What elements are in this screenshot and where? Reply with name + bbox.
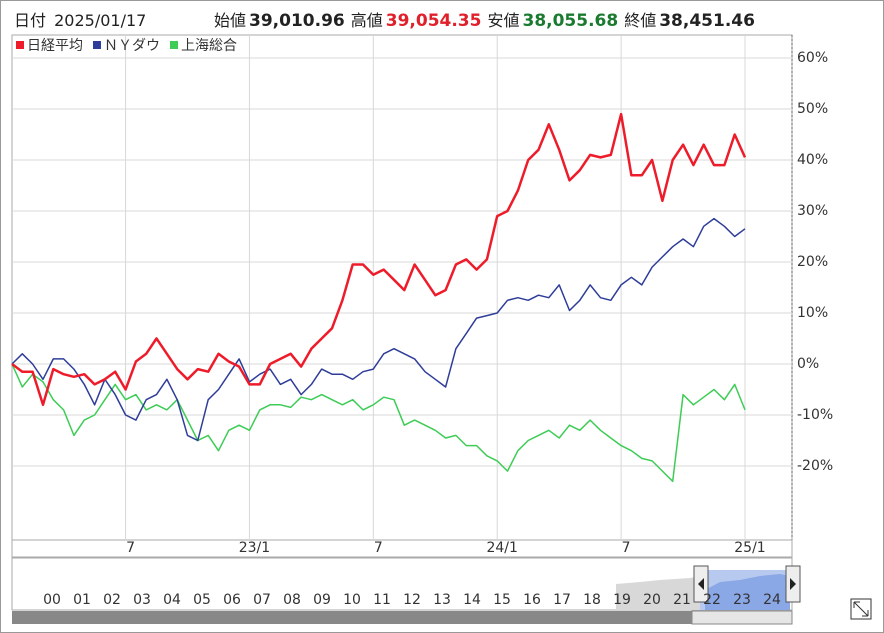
legend-swatch (170, 41, 178, 49)
date-label: 日付 (14, 11, 47, 30)
header: 日付 2025/01/17 始値 39,010.96 高値 39,054.35 安値 38… (14, 7, 874, 31)
price-value: 39,054.35 (385, 11, 482, 31)
price-label: 高値 (350, 11, 383, 30)
navigator-label: 17 (553, 592, 571, 608)
x-tick-label: 23/1 (239, 540, 270, 556)
arrow-right (790, 578, 796, 590)
navigator-label: 08 (283, 592, 301, 608)
navigator-label: 24 (763, 592, 781, 608)
navigator-label: 14 (463, 592, 481, 608)
x-tick-label: 7 (126, 540, 135, 556)
navigator-label: 12 (403, 592, 421, 608)
price-label: 始値 (214, 11, 247, 30)
navigator-label: 00 (43, 592, 61, 608)
navigator-label: 06 (223, 592, 241, 608)
navigator-label: 13 (433, 592, 451, 608)
series-line (11, 363, 746, 483)
y-tick-label: 50% (797, 101, 828, 117)
price-value: 38,451.46 (659, 11, 755, 31)
legend-swatch (16, 41, 24, 49)
scrollbar[interactable] (12, 611, 792, 624)
y-tick-label: -10% (797, 407, 833, 423)
navigator-label: 22 (703, 592, 721, 608)
navigator-mini-selected (705, 574, 790, 610)
navigator-label: 20 (643, 592, 661, 608)
price-label: 安値 (487, 11, 520, 30)
legend-swatch (93, 41, 101, 49)
price-items: 始値 39,010.96 高値 39,054.35 安値 38,055.68 終値 38,45… (214, 7, 761, 31)
series-line (11, 217, 746, 442)
navigator-label: 04 (163, 592, 181, 608)
y-tick-label: 30% (797, 203, 828, 219)
navigator-label: 21 (673, 592, 691, 608)
legend-label: ＮＹダウ (104, 38, 160, 54)
y-tick-label: 20% (797, 254, 828, 270)
y-tick-label: 0% (797, 356, 819, 372)
navigator-label: 15 (493, 592, 511, 608)
navigator-mini (616, 576, 700, 610)
series-line (11, 112, 747, 407)
navigator-label: 18 (583, 592, 601, 608)
y-tick-label: 60% (797, 50, 828, 66)
price-value: 38,055.68 (522, 11, 619, 31)
navigator-label: 02 (103, 592, 121, 608)
x-tick-label: 7 (374, 540, 383, 556)
x-tick-label: 25/1 (734, 540, 765, 556)
price-label: 終値 (624, 11, 657, 30)
navigator-label: 05 (193, 592, 211, 608)
legend-label: 日経平均 (27, 38, 83, 54)
navigator-label: 01 (73, 592, 91, 608)
navigator-label: 16 (523, 592, 541, 608)
x-tick-label: 24/1 (486, 540, 517, 556)
y-tick-label: 10% (797, 305, 828, 321)
expand-icon[interactable] (850, 598, 872, 620)
navigator-label: 07 (253, 592, 271, 608)
expand-arrow (853, 601, 869, 617)
x-axis-band (11, 539, 793, 558)
navigator-label: 10 (343, 592, 361, 608)
navigator-label: 03 (133, 592, 151, 608)
y-tick-label: 40% (797, 152, 828, 168)
price-value: 39,010.96 (249, 11, 345, 31)
legend-label: 上海総合 (181, 38, 237, 54)
x-tick-label: 7 (622, 540, 631, 556)
scrollbar-thumb[interactable] (691, 610, 793, 625)
date: 2025/01/17 (54, 11, 147, 30)
y-tick-label: -20% (797, 458, 833, 474)
navigator-label: 23 (733, 592, 751, 608)
navigator-label: 11 (373, 592, 391, 608)
navigator-label: 09 (313, 592, 331, 608)
navigator-label: 19 (613, 592, 631, 608)
arrow-left (698, 578, 704, 590)
